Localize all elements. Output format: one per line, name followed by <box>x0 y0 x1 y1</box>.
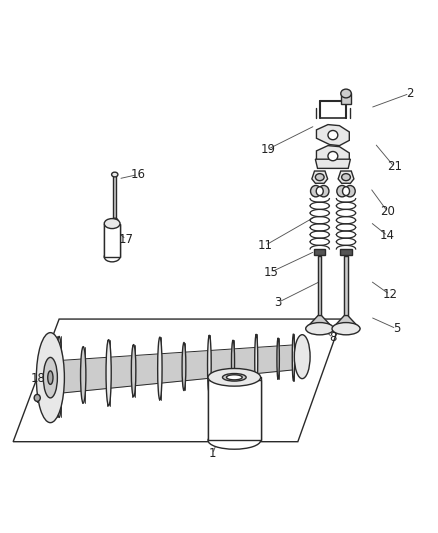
Ellipse shape <box>158 337 162 400</box>
Text: 21: 21 <box>387 160 402 173</box>
Polygon shape <box>341 93 351 104</box>
Polygon shape <box>332 316 360 329</box>
Ellipse shape <box>131 345 136 397</box>
Ellipse shape <box>106 340 111 406</box>
Ellipse shape <box>315 174 324 181</box>
Ellipse shape <box>226 375 242 380</box>
Text: 1: 1 <box>208 448 216 461</box>
Ellipse shape <box>208 432 261 449</box>
Text: 11: 11 <box>258 239 272 252</box>
Text: 18: 18 <box>31 372 46 385</box>
Bar <box>318 255 321 328</box>
Ellipse shape <box>208 368 261 386</box>
Ellipse shape <box>345 185 355 197</box>
Polygon shape <box>315 159 350 168</box>
Ellipse shape <box>328 131 338 140</box>
Text: 17: 17 <box>119 233 134 246</box>
Text: 5: 5 <box>393 322 400 335</box>
Polygon shape <box>13 319 342 442</box>
Ellipse shape <box>223 374 246 381</box>
Polygon shape <box>340 249 352 255</box>
Bar <box>344 255 348 328</box>
Ellipse shape <box>81 346 86 403</box>
Ellipse shape <box>208 335 211 393</box>
Ellipse shape <box>311 185 321 197</box>
Ellipse shape <box>306 322 334 335</box>
Ellipse shape <box>104 219 120 229</box>
Text: 12: 12 <box>382 288 397 301</box>
Ellipse shape <box>43 358 57 398</box>
Bar <box>208 379 261 440</box>
Text: 14: 14 <box>380 229 395 243</box>
Ellipse shape <box>342 174 350 181</box>
Text: 8: 8 <box>329 332 336 344</box>
Ellipse shape <box>292 334 295 381</box>
Ellipse shape <box>332 322 360 335</box>
Ellipse shape <box>328 151 338 161</box>
Text: 15: 15 <box>263 265 278 279</box>
Ellipse shape <box>231 340 235 385</box>
Polygon shape <box>306 316 334 329</box>
Ellipse shape <box>343 187 350 196</box>
Polygon shape <box>314 249 325 255</box>
Ellipse shape <box>56 336 62 417</box>
Ellipse shape <box>112 218 118 223</box>
Bar <box>104 223 120 257</box>
Bar <box>113 174 116 221</box>
Ellipse shape <box>341 89 351 98</box>
Ellipse shape <box>318 185 329 197</box>
Ellipse shape <box>182 343 186 391</box>
Ellipse shape <box>112 172 118 177</box>
Polygon shape <box>312 171 328 183</box>
Ellipse shape <box>34 394 40 401</box>
Text: 19: 19 <box>261 143 276 156</box>
Ellipse shape <box>316 187 323 196</box>
Ellipse shape <box>294 335 310 378</box>
Text: 16: 16 <box>131 168 145 181</box>
Ellipse shape <box>48 371 53 384</box>
Text: 3: 3 <box>275 296 282 309</box>
Ellipse shape <box>104 252 120 262</box>
Polygon shape <box>316 146 350 167</box>
Text: 2: 2 <box>406 87 413 100</box>
Ellipse shape <box>255 334 258 387</box>
Polygon shape <box>338 171 354 183</box>
Polygon shape <box>316 125 350 146</box>
Ellipse shape <box>36 333 64 423</box>
Text: 20: 20 <box>380 205 395 218</box>
Ellipse shape <box>277 338 279 379</box>
Ellipse shape <box>337 185 347 197</box>
